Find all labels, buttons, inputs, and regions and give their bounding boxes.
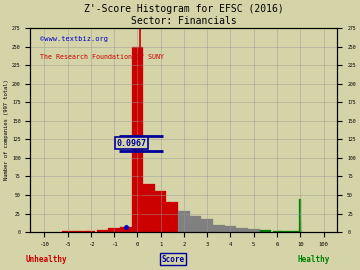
Text: 0.0967: 0.0967 — [117, 139, 147, 148]
Text: Score: Score — [161, 255, 184, 264]
Bar — [190, 216, 201, 232]
Bar — [29, 231, 31, 232]
Bar — [290, 231, 293, 232]
Bar — [64, 231, 66, 232]
Bar — [273, 231, 280, 232]
Text: The Research Foundation of SUNY: The Research Foundation of SUNY — [40, 55, 163, 60]
Bar — [143, 184, 155, 232]
Bar — [85, 231, 89, 232]
Bar — [282, 231, 284, 232]
Bar — [131, 46, 143, 232]
Bar — [66, 231, 69, 232]
Bar — [81, 231, 85, 232]
Bar — [287, 231, 290, 232]
Bar — [120, 227, 131, 232]
Bar — [166, 202, 178, 232]
Y-axis label: Number of companies (997 total): Number of companies (997 total) — [4, 80, 9, 180]
Bar — [73, 231, 77, 232]
Bar — [213, 225, 225, 232]
Bar — [300, 199, 301, 232]
Bar — [236, 228, 248, 232]
Bar — [201, 219, 213, 232]
Bar — [62, 231, 64, 232]
Bar — [69, 231, 73, 232]
Bar — [155, 191, 166, 232]
Bar — [278, 231, 282, 232]
Bar — [96, 230, 108, 232]
Bar — [296, 231, 299, 232]
Bar — [108, 228, 120, 232]
Bar — [248, 229, 260, 232]
Bar — [178, 211, 190, 232]
Bar — [87, 231, 95, 232]
Text: Healthy: Healthy — [297, 255, 329, 264]
Bar — [260, 230, 271, 232]
Bar — [284, 231, 287, 232]
Bar — [225, 226, 236, 232]
Bar — [293, 231, 296, 232]
Text: Unhealthy: Unhealthy — [26, 255, 68, 264]
Bar — [77, 231, 81, 232]
Text: ©www.textbiz.org: ©www.textbiz.org — [40, 36, 108, 42]
Title: Z'-Score Histogram for EFSC (2016)
Sector: Financials: Z'-Score Histogram for EFSC (2016) Secto… — [84, 4, 284, 26]
